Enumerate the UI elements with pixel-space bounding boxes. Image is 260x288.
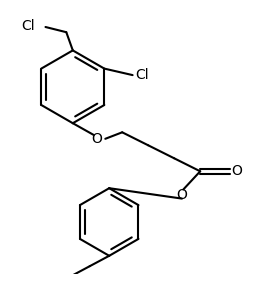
Text: O: O	[231, 164, 242, 178]
Text: O: O	[177, 188, 187, 202]
Text: O: O	[91, 132, 102, 146]
Text: Cl: Cl	[135, 68, 149, 82]
Text: Cl: Cl	[21, 19, 34, 33]
